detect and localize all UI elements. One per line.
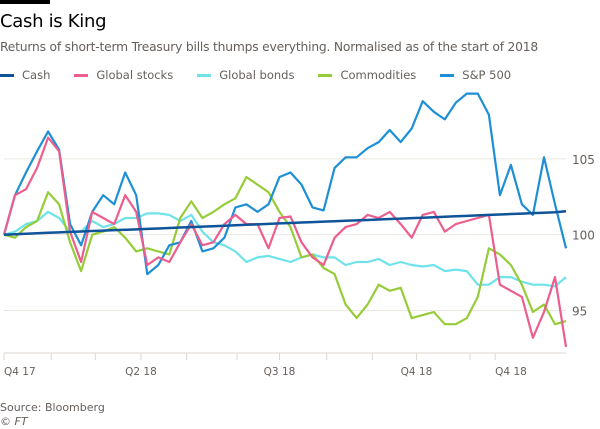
legend-item: S&P 500 [440, 68, 511, 82]
chart-subtitle: Returns of short-term Treasury bills thu… [0, 40, 539, 54]
x-tick-label: Q4 18 [495, 366, 527, 378]
legend-swatch [0, 73, 14, 77]
x-tick-label: Q3 18 [264, 366, 296, 378]
legend-item: Commodities [318, 68, 416, 82]
legend-swatch [74, 73, 89, 77]
brand-bar [0, 0, 50, 4]
x-tick-label: Q4 17 [4, 366, 36, 378]
chart-title: Cash is King [0, 11, 107, 32]
y-tick-label: 105 [572, 153, 595, 167]
legend-label: Global stocks [96, 68, 174, 82]
x-tick-label: Q4 18 [401, 366, 433, 378]
legend-label: Global bonds [219, 68, 295, 82]
x-tick-label: Q2 18 [125, 366, 157, 378]
series-line-commodities [3, 175, 567, 326]
series-line-s-p-500 [2, 92, 568, 276]
series-line-global-stocks [2, 136, 568, 348]
copyright-note: © FT [0, 415, 28, 428]
series-line-cash [3, 209, 567, 236]
legend: Cash Global stocks Global bonds Commodities… [0, 68, 535, 82]
legend-label: Cash [22, 68, 51, 82]
legend-item: Global bonds [197, 68, 294, 82]
legend-swatch [318, 73, 333, 77]
legend-item: Global stocks [74, 68, 173, 82]
y-tick-label: 95 [572, 305, 587, 319]
legend-item: Cash [0, 68, 50, 82]
legend-swatch [440, 73, 455, 77]
legend-swatch [197, 73, 212, 77]
source-note: Source: Bloomberg [0, 401, 105, 414]
y-tick-label: 100 [572, 229, 595, 243]
legend-label: Commodities [340, 68, 417, 82]
series-line-global-bonds [3, 210, 567, 288]
legend-label: S&P 500 [462, 68, 512, 82]
